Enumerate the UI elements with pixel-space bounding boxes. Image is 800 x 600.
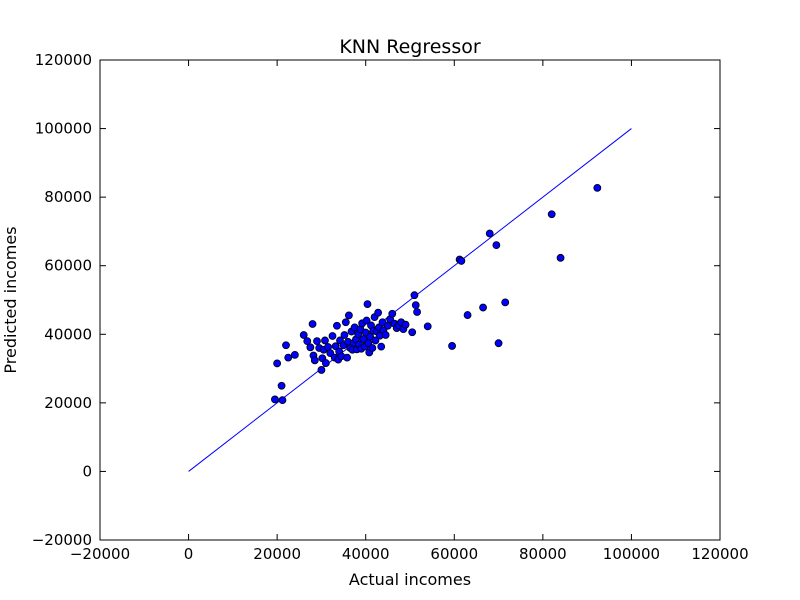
scatter-point	[383, 321, 392, 330]
scatter-point	[593, 183, 602, 192]
scatter-point	[299, 331, 308, 339]
x-tick-label: 20000	[253, 545, 301, 563]
scatter-point	[278, 396, 287, 405]
scatter-point	[340, 331, 349, 339]
scatter-point	[277, 381, 286, 390]
scatter-point	[381, 331, 390, 339]
scatter-point	[448, 342, 456, 350]
y-tick-label: 0	[82, 462, 92, 480]
scatter-point	[423, 322, 432, 331]
plot-area	[188, 128, 632, 472]
x-tick-label: −20000	[70, 545, 130, 563]
scatter-point	[362, 316, 371, 325]
y-tick-label: 20000	[44, 394, 92, 412]
scatter-point	[457, 257, 466, 265]
x-tick-label: 100000	[603, 545, 660, 563]
scatter-point	[388, 309, 397, 318]
scatter-point	[401, 320, 410, 329]
scatter-point	[368, 344, 377, 352]
scatter-point	[494, 339, 503, 348]
scatter-point	[341, 318, 350, 327]
x-axis-label: Actual incomes	[349, 570, 471, 589]
y-tick-label: −20000	[32, 531, 92, 549]
scatter-point	[306, 343, 315, 352]
scatter-point	[313, 337, 321, 346]
y-tick-label: 100000	[35, 120, 92, 138]
scatter-point	[321, 336, 329, 345]
scatter-point	[556, 253, 565, 262]
y-tick-label: 60000	[44, 257, 92, 275]
scatter-point	[328, 332, 337, 340]
x-tick-label: 60000	[430, 545, 478, 563]
scatter-point	[308, 320, 317, 328]
scatter-point	[463, 311, 472, 319]
scatter-point	[290, 350, 299, 359]
chart-title: KNN Regressor	[339, 36, 481, 58]
scatter-point	[343, 353, 352, 362]
identity-reference-line	[188, 128, 632, 472]
scatter-point	[408, 328, 417, 337]
scatter-point	[371, 336, 380, 345]
x-tick-label: 0	[184, 545, 194, 563]
scatter-point	[271, 395, 279, 404]
x-tick-label: 80000	[519, 545, 567, 563]
scatter-point	[363, 300, 372, 309]
y-tick-label: 120000	[35, 51, 92, 69]
y-tick-label: 40000	[44, 325, 92, 343]
scatter-point	[413, 308, 421, 316]
y-axis-label: Predicted incomes	[1, 226, 20, 373]
axis-ticks: −20000 0 20000 40000 60000 80000 100000 120000 −…	[32, 51, 749, 563]
scatter-point	[485, 229, 494, 238]
scatter-point	[547, 210, 556, 219]
scatter-point	[501, 298, 510, 307]
scatter-point	[273, 359, 282, 368]
scatter-point	[284, 353, 293, 362]
scatter-point	[374, 308, 383, 317]
scatter-point	[410, 291, 419, 300]
scatter-point	[344, 311, 353, 320]
scatter-point	[479, 303, 487, 312]
x-tick-label: 40000	[342, 545, 390, 563]
x-tick-label: 120000	[691, 545, 748, 563]
scatter-point	[310, 356, 319, 365]
scatter-point	[282, 341, 290, 350]
scatter-point	[333, 321, 341, 330]
scatter-point	[303, 337, 312, 346]
scatter-point	[411, 301, 420, 310]
scatter-point	[317, 366, 326, 374]
y-tick-label: 80000	[44, 188, 92, 206]
plot-frame	[99, 59, 721, 541]
scatter-point	[321, 359, 330, 367]
scatter-point	[377, 342, 386, 351]
scatter-point	[492, 241, 501, 250]
